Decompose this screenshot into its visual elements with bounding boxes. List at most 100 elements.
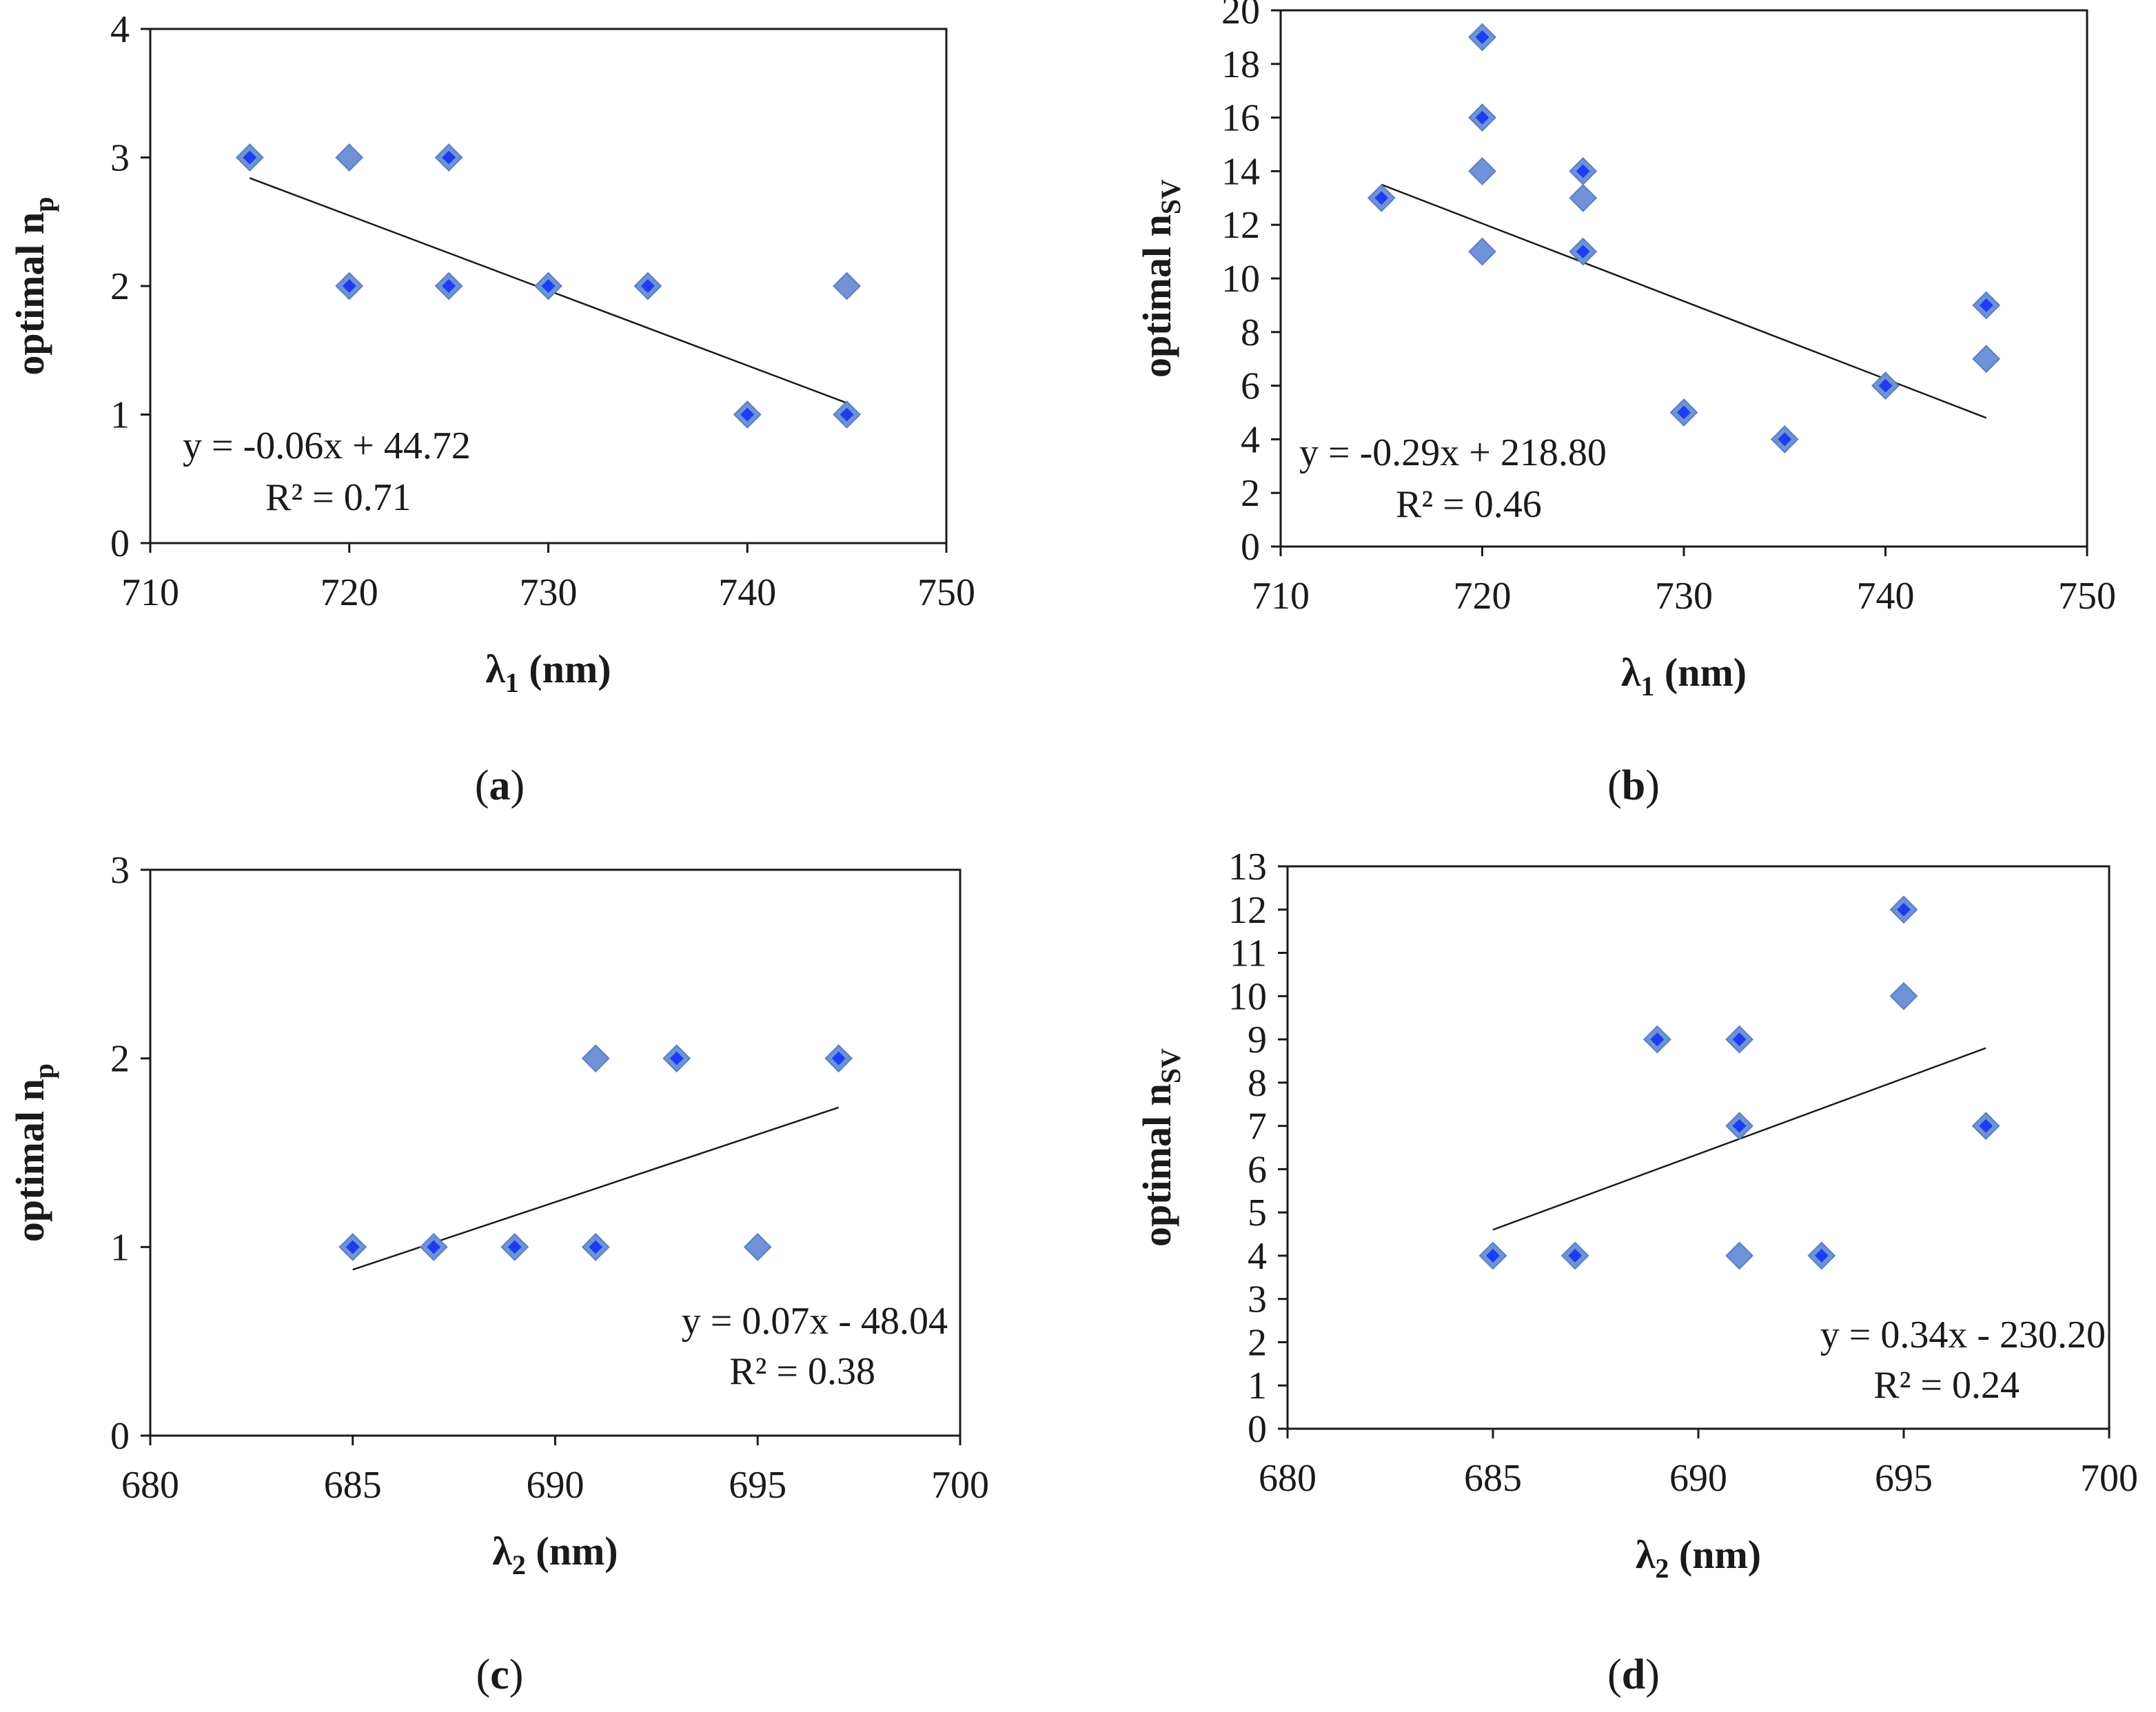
data-point-core <box>1576 245 1590 259</box>
data-point-core <box>1732 1119 1747 1133</box>
data-point-core <box>1979 298 1993 312</box>
panel-label-open-paren: ( <box>1607 1651 1622 1698</box>
x-tick-label: 710 <box>121 571 179 614</box>
x-tick-label: 695 <box>729 1464 786 1507</box>
data-point-core <box>1650 1032 1665 1047</box>
x-axis-label: λ1 (nm) <box>485 646 611 698</box>
data-point-marker <box>1468 237 1496 266</box>
r-squared-label: R² = 0.71 <box>265 476 411 519</box>
data-point-core <box>507 1240 522 1254</box>
data-point <box>1367 183 1396 212</box>
y-tick-label: 10 <box>1221 258 1260 300</box>
y-tick-label: 3 <box>110 849 130 892</box>
y-tick-label: 3 <box>110 137 130 180</box>
data-point <box>1643 1025 1671 1054</box>
data-point <box>534 272 562 300</box>
data-point-core <box>831 1051 846 1066</box>
x-tick-label: 750 <box>2058 575 2116 618</box>
data-point-core <box>442 150 456 165</box>
data-point <box>1468 237 1496 266</box>
y-tick-label: 2 <box>1248 1321 1267 1364</box>
panel-label-letter: a <box>489 762 511 809</box>
y-axis-label: optimal nSV <box>1135 179 1186 378</box>
y-tick-label: 1 <box>110 394 130 437</box>
y-tick-label: 11 <box>1230 933 1267 975</box>
data-point <box>338 1232 367 1261</box>
regression-equation: y = -0.29x + 218.80 <box>1299 431 1607 474</box>
data-point <box>1569 156 1598 185</box>
x-tick-label: 750 <box>917 571 975 614</box>
data-point-core <box>1979 1119 1993 1133</box>
chart-panel-a: 0 1 2 3 4 710 720 730 740 750 y = -0.06x + 44.72 R²… <box>8 8 975 809</box>
y-tick-label: 7 <box>1248 1105 1267 1148</box>
y-tick-label: 0 <box>110 522 130 565</box>
y-axis-label-main: optimal n <box>1135 1083 1179 1247</box>
data-point <box>335 143 364 172</box>
data-point <box>1478 1241 1507 1270</box>
data-point <box>833 400 862 429</box>
data-point-core <box>541 279 556 293</box>
x-axis-label-subscript: 1 <box>1640 671 1654 702</box>
data-point-marker <box>1972 345 2001 374</box>
data-point-core <box>243 150 257 165</box>
data-point-core <box>1576 164 1590 179</box>
y-tick-label: 4 <box>1248 1235 1267 1278</box>
x-tick-label: 685 <box>1464 1457 1522 1500</box>
y-axis-label-subscript: p <box>28 196 59 212</box>
y-axis-label: optimal np <box>8 1063 59 1242</box>
y-tick-label: 8 <box>1248 1062 1267 1105</box>
panel-label-letter: b <box>1622 762 1645 809</box>
data-point-marker <box>581 1044 610 1073</box>
x-tick-label: 690 <box>527 1464 584 1507</box>
data-point <box>733 400 762 429</box>
data-point <box>1971 1112 2000 1141</box>
panel-label: (c) <box>476 1651 524 1698</box>
chart-panel-c: 0 1 2 3 680 685 690 695 700 y = 0.07x - 48.04 R² =… <box>8 849 989 1698</box>
y-tick-label: 2 <box>1241 472 1260 515</box>
data-point-core <box>1897 902 1911 917</box>
x-tick-label: 730 <box>520 571 578 614</box>
panel-label-close-paren: ) <box>509 1651 524 1698</box>
panel-label-close-paren: ) <box>1645 762 1660 809</box>
data-point <box>1468 23 1496 52</box>
panel-label: (d) <box>1607 1651 1660 1698</box>
x-tick-label: 680 <box>121 1464 179 1507</box>
data-point <box>1468 103 1496 132</box>
data-point-core <box>1475 110 1489 125</box>
data-point-marker <box>1468 156 1496 185</box>
data-point <box>824 1044 853 1073</box>
data-point <box>1972 345 2001 374</box>
data-point-core <box>1814 1248 1829 1263</box>
plot-area <box>1279 9 2088 548</box>
panel-label-close-paren: ) <box>1645 1651 1660 1698</box>
data-point <box>633 272 662 300</box>
data-point-marker <box>833 272 862 300</box>
data-point <box>419 1232 448 1261</box>
panel-label-open-paren: ( <box>475 762 489 809</box>
data-point-core <box>345 1240 360 1254</box>
y-axis-label-main: optimal n <box>1135 214 1179 378</box>
x-axis-label-main: λ <box>1636 1532 1656 1577</box>
panel-label-open-paren: ( <box>476 1651 491 1698</box>
data-point-core <box>1374 191 1389 205</box>
data-point <box>1468 156 1496 185</box>
data-point <box>662 1044 691 1073</box>
y-tick-label: 1 <box>1248 1365 1267 1407</box>
y-tick-label: 5 <box>1248 1192 1267 1234</box>
data-point-core <box>840 407 854 422</box>
r-squared-label: R² = 0.38 <box>729 1350 875 1393</box>
data-point <box>500 1232 529 1261</box>
y-tick-label: 4 <box>110 8 130 51</box>
panel-label: (b) <box>1607 762 1660 809</box>
data-point <box>1560 1241 1589 1270</box>
r-squared-label: R² = 0.24 <box>1873 1364 2020 1407</box>
data-point-core <box>589 1240 603 1254</box>
panel-label-letter: d <box>1622 1651 1645 1698</box>
x-axis-label-subscript: 2 <box>1655 1553 1669 1584</box>
y-tick-label: 9 <box>1248 1019 1267 1061</box>
y-tick-label: 2 <box>110 265 130 308</box>
x-tick-label: 680 <box>1259 1457 1316 1500</box>
data-point <box>1972 291 2001 320</box>
x-tick-label: 720 <box>1454 575 1512 618</box>
